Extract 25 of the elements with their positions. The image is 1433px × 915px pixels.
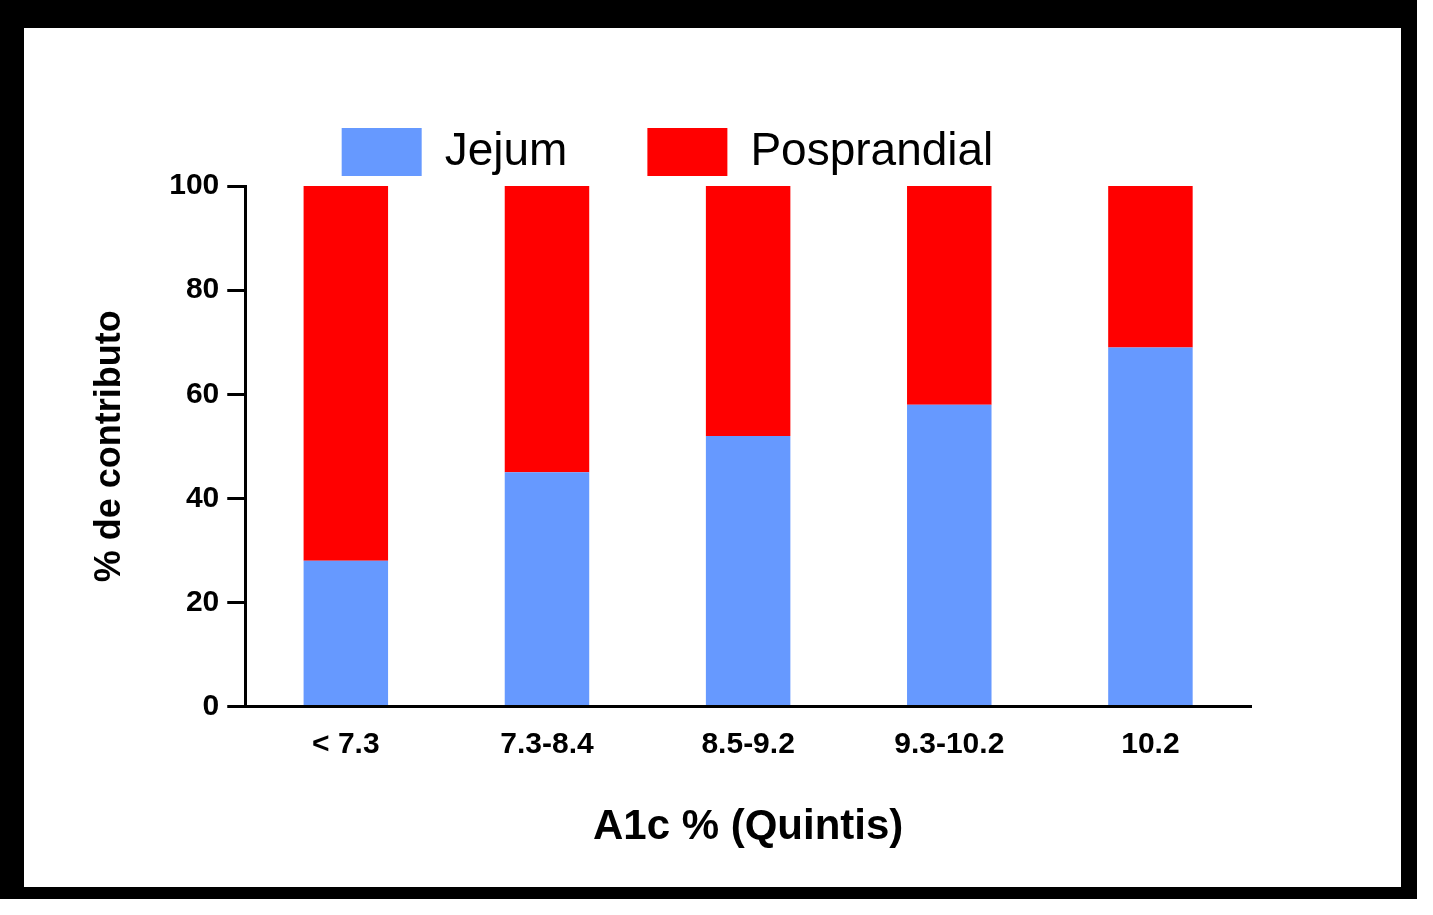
y-tick-label: 0 <box>202 687 220 721</box>
x-tick-label: < 7.3 <box>312 725 380 759</box>
bar <box>504 186 590 473</box>
y-tick-label: 100 <box>169 167 220 201</box>
bar <box>907 404 992 706</box>
bar <box>303 186 389 561</box>
x-tick-label: 7.3-8.4 <box>500 725 594 759</box>
y-axis-title: % de contributo <box>86 310 128 583</box>
x-axis-title: A1c % (Quintis) <box>592 801 904 849</box>
x-tick-label: 8.5-9.2 <box>701 725 795 759</box>
bar <box>504 472 590 706</box>
legend-label: Jejum <box>444 122 568 175</box>
y-tick-label: 60 <box>185 375 220 409</box>
bar <box>303 560 389 706</box>
bar <box>907 186 992 405</box>
y-tick-label: 40 <box>185 479 220 513</box>
x-tick-label: 9.3-10.2 <box>894 725 1005 759</box>
bar <box>705 186 791 436</box>
bar <box>1108 347 1193 706</box>
y-tick-label: 20 <box>185 583 220 617</box>
x-tick-label: 10.2 <box>1121 725 1180 759</box>
bar <box>705 435 791 706</box>
bar <box>1108 186 1193 348</box>
y-tick-label: 80 <box>185 271 220 305</box>
legend-label: Posprandial <box>750 122 994 175</box>
